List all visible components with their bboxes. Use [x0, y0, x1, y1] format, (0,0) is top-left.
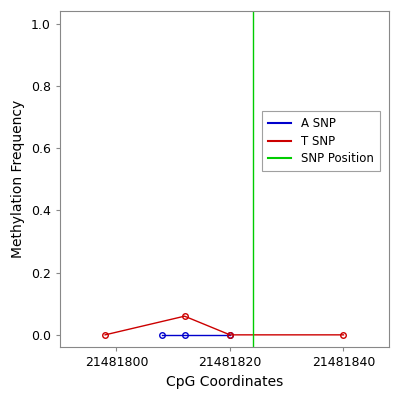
T SNP [341, 332, 346, 337]
Legend: A SNP, T SNP, SNP Position: A SNP, T SNP, SNP Position [262, 111, 380, 171]
A SNP [182, 332, 187, 337]
Line: A SNP: A SNP [159, 332, 233, 338]
Y-axis label: Methylation Frequency: Methylation Frequency [11, 100, 25, 258]
X-axis label: CpG Coordinates: CpG Coordinates [166, 375, 283, 389]
A SNP [228, 332, 232, 337]
T SNP [228, 332, 232, 337]
Line: T SNP: T SNP [102, 313, 346, 338]
A SNP [160, 332, 164, 337]
T SNP [182, 314, 187, 318]
T SNP [103, 332, 108, 337]
